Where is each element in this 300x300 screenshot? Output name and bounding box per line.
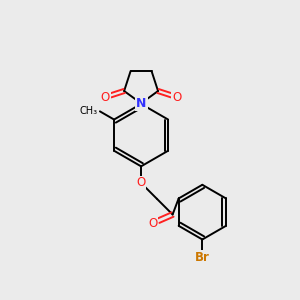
Text: Br: Br <box>195 251 210 264</box>
Text: O: O <box>148 217 158 230</box>
Text: O: O <box>101 91 110 103</box>
Text: CH₃: CH₃ <box>80 106 98 116</box>
Text: O: O <box>172 91 181 103</box>
Text: O: O <box>136 176 146 190</box>
Text: N: N <box>136 97 146 110</box>
